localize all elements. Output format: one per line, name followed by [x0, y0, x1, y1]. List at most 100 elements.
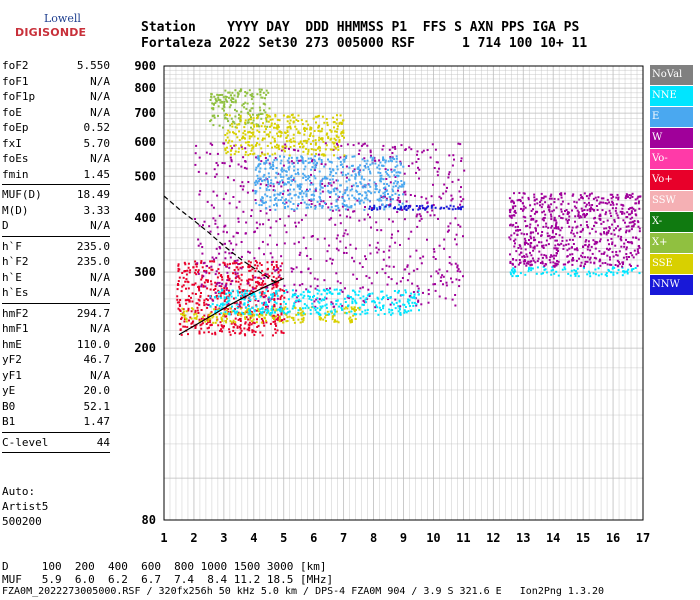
echo-point	[313, 169, 316, 171]
echo-point	[239, 185, 242, 188]
echo-point	[234, 150, 237, 153]
echo-point	[364, 166, 367, 169]
echo-point	[281, 307, 284, 310]
echo-point	[338, 190, 341, 193]
echo-point	[264, 103, 267, 106]
echo-point	[417, 293, 420, 296]
echo-point	[239, 114, 242, 117]
echo-point	[520, 232, 523, 235]
autoscaling-info: Auto: Artist5 500200	[2, 484, 48, 529]
echo-point	[247, 328, 250, 331]
echo-point	[371, 162, 374, 165]
echo-point	[323, 202, 326, 204]
echo-point	[345, 165, 348, 168]
echo-point	[584, 205, 587, 208]
echo-point	[326, 121, 329, 124]
echo-point	[385, 204, 388, 206]
echo-point	[529, 235, 532, 238]
echo-point	[528, 268, 530, 271]
echo-point	[221, 162, 224, 164]
echo-point	[567, 212, 570, 215]
echo-point	[397, 186, 400, 189]
echo-point	[217, 114, 219, 117]
echo-point	[275, 308, 278, 311]
echo-point	[391, 301, 394, 304]
echo-point	[247, 131, 250, 134]
echo-point	[527, 262, 530, 265]
echo-point	[289, 119, 292, 122]
echo-point	[433, 214, 436, 217]
echo-point	[271, 153, 274, 156]
echo-point	[387, 184, 390, 187]
legend-item: SSE	[650, 254, 693, 274]
x-tick-label: 5	[280, 531, 287, 545]
legend-item: X-	[650, 212, 693, 232]
param-row: hmE 110.0	[2, 337, 110, 353]
echo-point	[277, 270, 280, 273]
echo-point	[205, 271, 208, 274]
echo-point	[386, 283, 389, 286]
echo-point	[335, 134, 338, 137]
echo-point	[253, 287, 256, 290]
echo-point	[214, 175, 217, 178]
echo-point	[361, 303, 364, 306]
echo-point	[250, 144, 253, 147]
echo-point	[382, 157, 385, 160]
echo-point	[243, 166, 246, 169]
echo-point	[425, 207, 427, 210]
echo-point	[333, 305, 336, 308]
echo-point	[367, 288, 370, 291]
echo-point	[261, 112, 264, 115]
echo-point	[586, 260, 589, 263]
echo-point	[587, 226, 589, 229]
echo-point	[311, 166, 314, 169]
echo-point	[523, 192, 526, 195]
echo-point	[276, 204, 278, 207]
echo-point	[535, 229, 537, 232]
echo-point	[261, 312, 264, 315]
echo-point	[366, 198, 369, 201]
echo-point	[337, 292, 339, 295]
echo-point	[242, 103, 245, 105]
echo-point	[261, 152, 264, 155]
echo-point	[257, 300, 260, 302]
echo-point	[578, 216, 581, 219]
echo-point	[271, 311, 274, 314]
echo-point	[255, 313, 258, 316]
echo-point	[324, 154, 327, 157]
echo-point	[362, 295, 365, 298]
echo-point	[625, 246, 628, 249]
param-row: foEp 0.52	[2, 120, 110, 136]
echo-point	[457, 223, 460, 226]
echo-point	[637, 251, 640, 254]
echo-point	[349, 321, 352, 324]
echo-point	[589, 261, 592, 264]
echo-point	[232, 329, 235, 332]
echo-point	[247, 278, 250, 281]
echo-point	[327, 190, 330, 193]
echo-point	[384, 205, 387, 208]
echo-point	[611, 202, 614, 204]
echo-point	[369, 185, 372, 188]
echo-point	[545, 256, 548, 259]
echo-point	[288, 165, 291, 168]
echo-point	[336, 299, 339, 302]
echo-point	[345, 204, 348, 207]
echo-point	[357, 193, 360, 196]
echo-point	[306, 140, 309, 143]
echo-point	[451, 164, 454, 167]
echo-point	[285, 313, 288, 316]
echo-point	[250, 215, 253, 217]
echo-point	[259, 109, 262, 112]
param-name: hmF2	[2, 306, 29, 320]
echo-point	[331, 178, 334, 181]
echo-point	[633, 209, 636, 212]
echo-point	[608, 227, 611, 230]
echo-point	[564, 210, 566, 212]
echo-point	[272, 314, 275, 317]
echo-point	[265, 177, 268, 180]
echo-point	[244, 321, 247, 324]
echo-point	[413, 301, 416, 304]
echo-point	[339, 160, 342, 163]
echo-point	[279, 192, 282, 195]
